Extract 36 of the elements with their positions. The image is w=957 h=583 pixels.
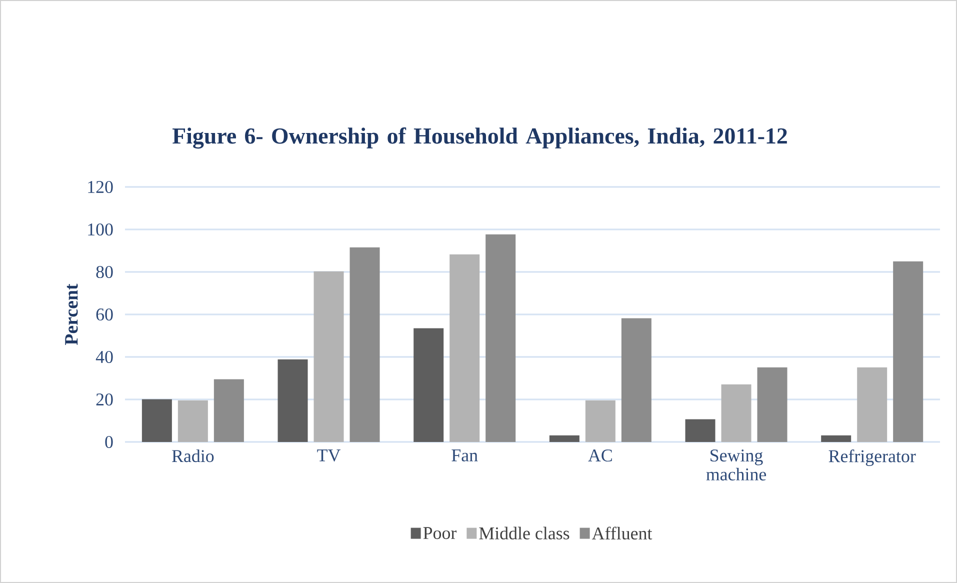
bar <box>178 400 208 442</box>
y-tick-label: 120 <box>88 180 113 194</box>
bar <box>621 318 652 442</box>
legend-label: Affluent <box>592 526 652 540</box>
y-tick-label: 80 <box>96 266 113 278</box>
x-tick-label: Radio <box>172 449 214 462</box>
bar <box>414 328 444 442</box>
y-tick-label: 60 <box>96 308 113 321</box>
x-tick-label: Refrigerator <box>828 450 916 466</box>
legend-label: Middle class <box>479 526 570 540</box>
x-tick-label: Sewing machine <box>706 450 766 480</box>
legend-label: Poor <box>423 527 457 540</box>
bar <box>486 234 516 442</box>
bar <box>549 435 580 442</box>
bar <box>821 435 852 442</box>
bar <box>214 379 244 442</box>
bar <box>721 384 752 442</box>
y-axis-title: Percent <box>65 284 78 345</box>
x-tick-label: Fan <box>452 450 478 462</box>
bar <box>450 254 480 442</box>
bar <box>857 367 888 442</box>
x-tick-label: AC <box>588 450 612 462</box>
bar <box>585 400 616 442</box>
bar <box>685 419 716 442</box>
y-tick-label: 40 <box>96 350 113 364</box>
y-tick-label: 20 <box>96 393 113 406</box>
bar <box>142 399 172 442</box>
bar <box>314 271 344 442</box>
bar <box>757 367 788 442</box>
chart-title: Figure 6- Ownership of Household Appliances, India, 2011-12 <box>172 127 787 149</box>
y-tick-label: 0 <box>105 436 113 448</box>
bar <box>350 247 380 442</box>
bar <box>893 261 924 442</box>
y-tick-label: 100 <box>88 223 113 236</box>
x-tick-label: TV <box>317 450 341 462</box>
bar <box>278 359 308 442</box>
